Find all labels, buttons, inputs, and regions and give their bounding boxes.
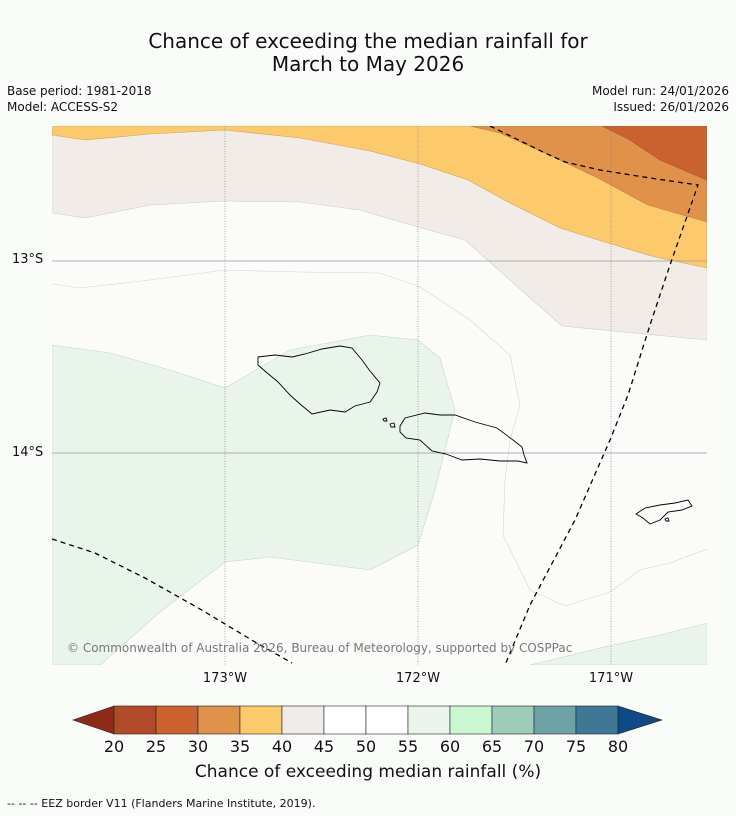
base-period: Base period: 1981-2018 xyxy=(7,84,152,98)
meta-left: Base period: 1981-2018 Model: ACCESS-S2 xyxy=(7,83,152,115)
lon-label-173w: 173°W xyxy=(202,671,248,686)
colorbar-swatch-55 xyxy=(407,705,451,735)
colorbar-swatch-70 xyxy=(533,705,577,735)
eez-border-southwest xyxy=(52,538,293,664)
colorbar-extend-low xyxy=(72,705,115,735)
colorbar-swatch-45 xyxy=(323,705,367,735)
upolu-island xyxy=(399,412,528,464)
colorbar-swatch-50 xyxy=(365,705,409,735)
aunuu-island xyxy=(664,517,670,522)
savaii-island xyxy=(257,345,381,415)
colorbar-tick-60: 60 xyxy=(439,737,461,756)
rainfall-map xyxy=(52,126,707,665)
zone-35-40 xyxy=(52,126,707,269)
apolima-island xyxy=(389,422,396,428)
lon-label-171w: 171°W xyxy=(588,671,634,686)
eez-border-northeast xyxy=(489,126,699,665)
zone-25-30 xyxy=(601,126,707,181)
colorbar-swatch-20 xyxy=(113,705,157,735)
colorbar-tick-75: 75 xyxy=(565,737,587,756)
colorbar-swatch-25 xyxy=(155,705,199,735)
eez-footnote: -- -- -- EEZ border V11 (Flanders Marine… xyxy=(7,797,316,810)
colorbar-swatch-35 xyxy=(239,705,283,735)
zone-55-60-southeast xyxy=(529,622,707,665)
colorbar-swatch-60 xyxy=(449,705,493,735)
colorbar-tick-45: 45 xyxy=(313,737,335,756)
contour-line-1 xyxy=(52,269,707,607)
copyright-notice: © Commonwealth of Australia 2026, Bureau… xyxy=(67,641,573,655)
model-run: Model run: 24/01/2026 xyxy=(591,84,729,98)
colorbar-swatches xyxy=(72,705,663,735)
colorbar-tick-50: 50 xyxy=(355,737,377,756)
colorbar-tick-35: 35 xyxy=(229,737,251,756)
tutuila-island xyxy=(635,499,693,525)
colorbar-swatch-65 xyxy=(491,705,535,735)
colorbar-tick-80: 80 xyxy=(607,737,629,756)
colorbar-extend-high xyxy=(617,705,663,735)
colorbar-swatch-30 xyxy=(197,705,241,735)
map-title: Chance of exceeding the median rainfall … xyxy=(0,30,736,76)
colorbar-swatch-40 xyxy=(281,705,325,735)
lat-label-14s: 14°S xyxy=(12,445,44,460)
title-line-2: March to May 2026 xyxy=(271,52,465,76)
colorbar-tick-25: 25 xyxy=(145,737,167,756)
issued-date: Issued: 26/01/2026 xyxy=(613,100,729,114)
colorbar-swatch-75 xyxy=(575,705,619,735)
colorbar-label: Chance of exceeding median rainfall (%) xyxy=(194,762,542,782)
meta-right: Model run: 24/01/2026 Issued: 26/01/2026 xyxy=(592,83,729,115)
lat-label-13s: 13°S xyxy=(12,252,44,267)
lon-label-172w: 172°W xyxy=(395,671,441,686)
colorbar-tick-40: 40 xyxy=(271,737,293,756)
colorbar-tick-65: 65 xyxy=(481,737,503,756)
colorbar-tick-20: 20 xyxy=(103,737,125,756)
colorbar-tick-70: 70 xyxy=(523,737,545,756)
manono-island xyxy=(382,417,388,422)
colorbar-tick-30: 30 xyxy=(187,737,209,756)
title-line-1: Chance of exceeding the median rainfall … xyxy=(148,29,588,53)
colorbar-tick-55: 55 xyxy=(397,737,419,756)
model-name: Model: ACCESS-S2 xyxy=(7,100,119,114)
